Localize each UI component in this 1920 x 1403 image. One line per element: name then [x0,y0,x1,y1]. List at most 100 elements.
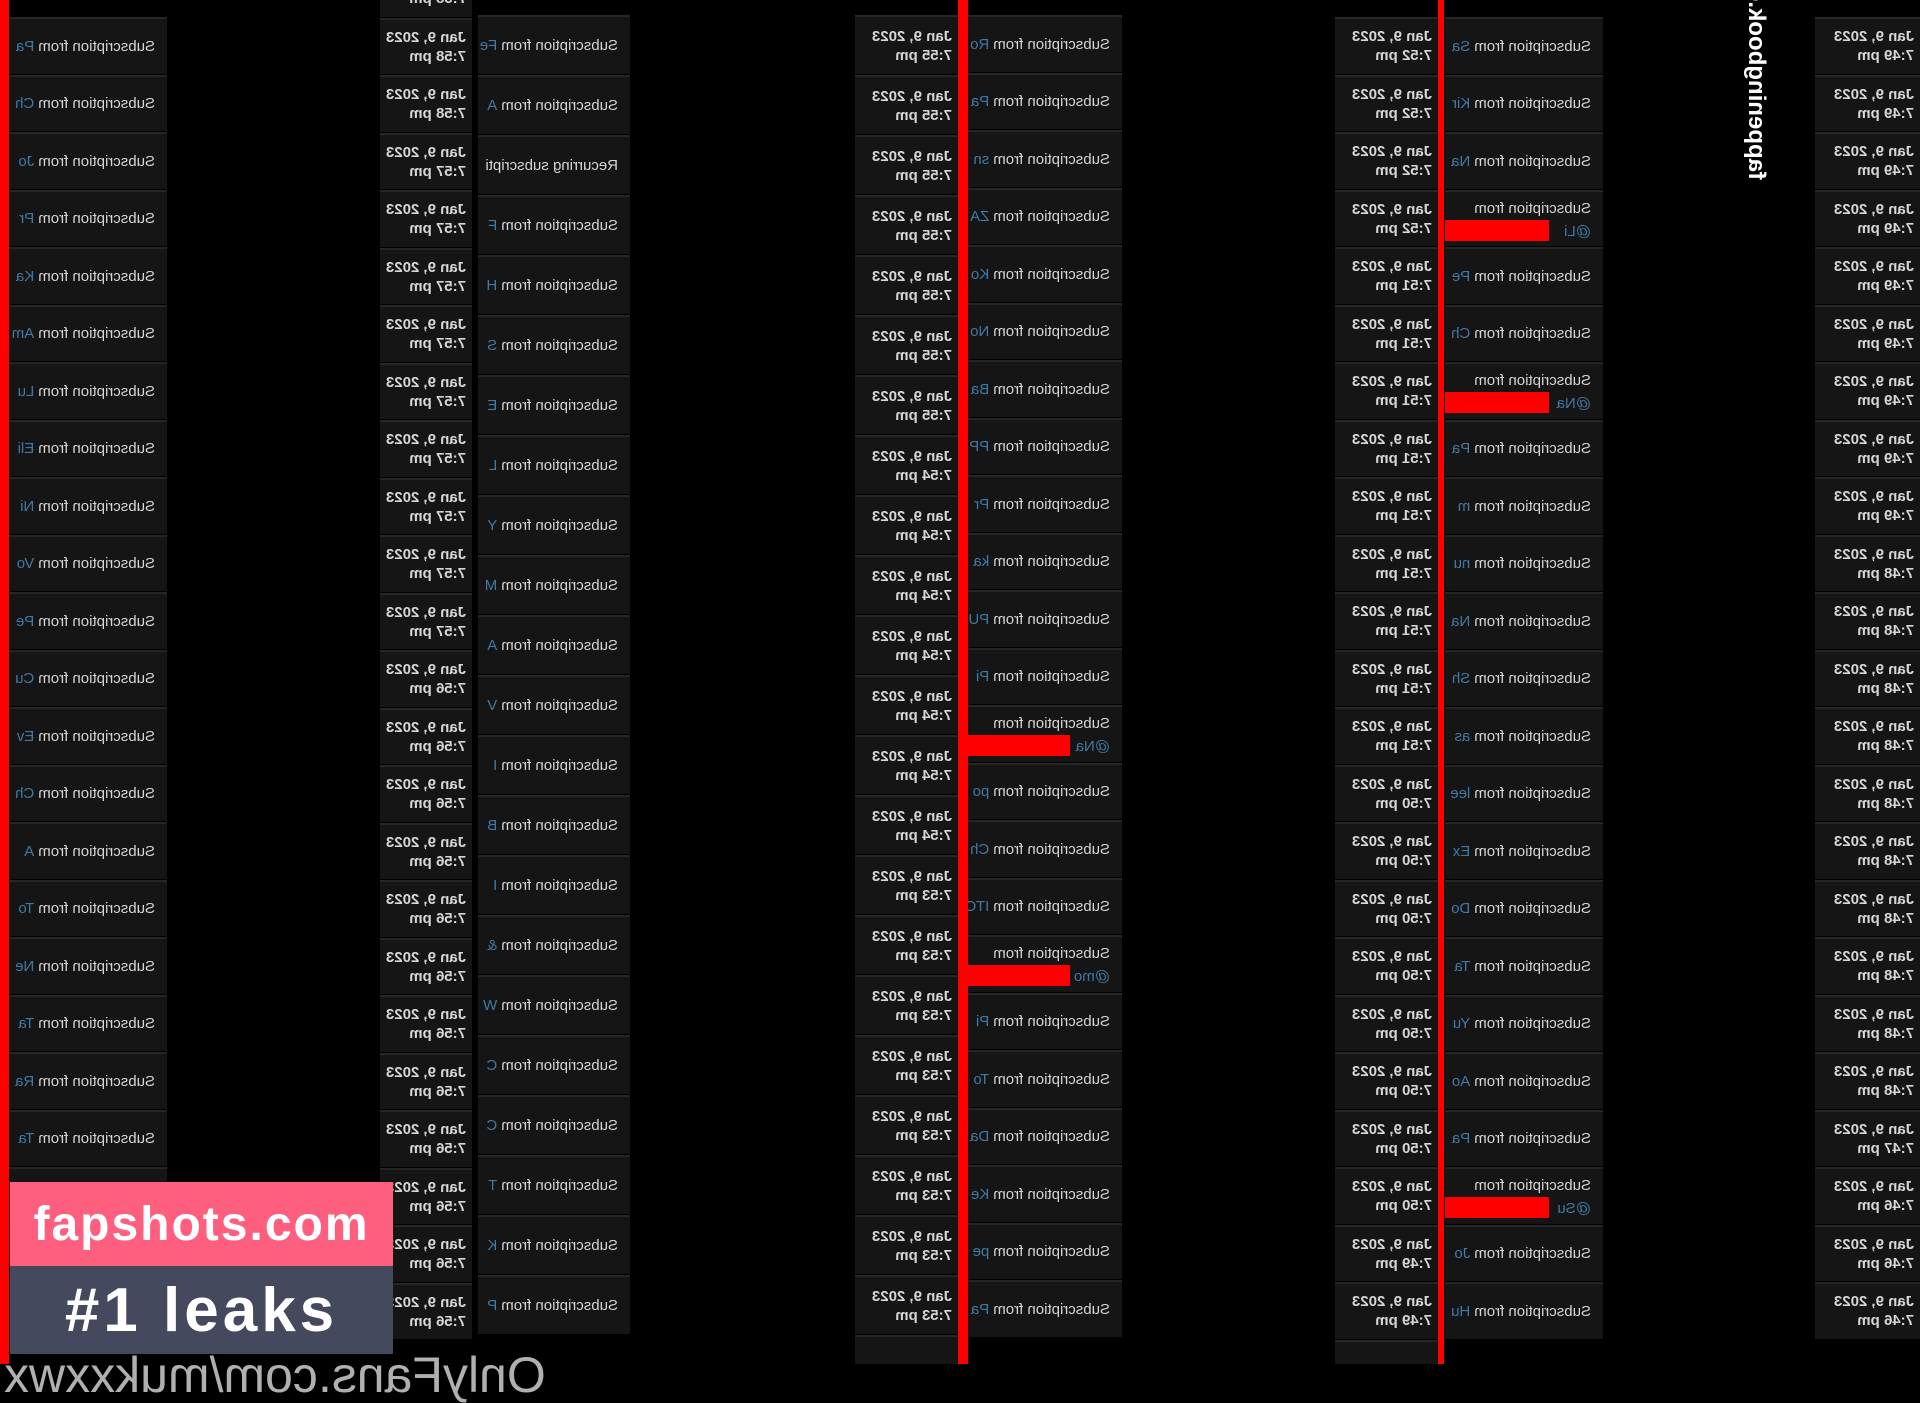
subscriber-name-link[interactable]: Na [1451,152,1471,170]
transaction-description-cell[interactable]: Subscription from Ro [968,15,1122,72]
transaction-description-cell[interactable]: Subscription from Da [968,1107,1122,1164]
subscriber-name-link[interactable]: B [487,817,498,834]
subscriber-name-link[interactable]: Y [487,517,498,534]
subscriber-name-link[interactable]: Pa [1451,1130,1471,1148]
transaction-date-cell[interactable]: Jan 9, 2023 7:50 pm [1335,879,1438,936]
transaction-date-cell[interactable]: Jan 9, 2023 7:53 pm [855,915,958,974]
subscriber-name-link[interactable]: Pe [15,612,35,630]
subscriber-name-link[interactable]: @mo [1073,968,1110,985]
transaction-description-cell[interactable]: Subscription fromITO [968,877,1122,934]
subscriber-name-link[interactable]: Pa [15,37,35,55]
subscriber-name-link[interactable]: C [486,1057,498,1074]
subscriber-name-link[interactable]: Ke [970,1185,990,1203]
subscriber-name-link[interactable]: @Su [1557,1200,1591,1217]
transaction-description-cell[interactable]: Subscription from L [478,435,630,494]
transaction-date-cell[interactable]: Jan 9, 2023 7:48 pm [1815,649,1920,706]
transaction-date-cell[interactable]: Jan 9, 2023 7:56 pm [380,822,472,879]
subscriber-name-link[interactable]: A [24,842,35,860]
transaction-date-cell[interactable]: Jan 9, 2023 7:53 pm [855,975,958,1034]
subscriber-name-link[interactable]: @Li [1564,222,1591,240]
transaction-date-cell[interactable]: Jan 9, 2023 7:50 pm [1335,937,1438,994]
transaction-date-cell[interactable]: Jan 9, 2023 7:50 pm [1335,822,1438,879]
transaction-description-cell[interactable]: Subscription from Pe [1445,247,1603,304]
transaction-description-cell[interactable]: Subscription from Do [1445,879,1603,936]
subscriber-name-link[interactable]: Kir [1451,95,1471,113]
transaction-date-cell[interactable]: Jan 9, 2023 7:51 pm [1335,534,1438,591]
transaction-description-cell[interactable]: Subscription from Yu [1445,994,1603,1051]
transaction-description-cell[interactable]: Subscription from Pa [1445,419,1603,476]
subscriber-name-link[interactable]: Da [970,1128,990,1146]
transaction-description-cell[interactable]: Subscription from Pe [9,592,167,649]
subscriber-name-link[interactable]: Ev [16,727,35,745]
subscriber-name-link[interactable]: @Na [1075,738,1110,755]
transaction-description-cell[interactable]: Subscription from ka [968,532,1122,589]
subscriber-name-link[interactable]: Cu [15,670,35,688]
transaction-date-cell[interactable]: Jan 9, 2023 7:56 pm [380,880,472,937]
transaction-date-cell[interactable]: Jan 9, 2023 7:53 pm [855,855,958,914]
transaction-date-cell[interactable]: Jan 9, 2023 7:55 pm [855,15,958,74]
transaction-date-cell[interactable]: Jan 9, 2023 7:55 pm [855,75,958,134]
transaction-description-cell[interactable]: Subscription from Kir [1445,74,1603,131]
subscriber-name-link[interactable]: Ni [20,497,35,515]
transaction-description-cell[interactable]: Subscription from PU [968,590,1122,647]
subscriber-name-link[interactable]: Fe [479,37,498,54]
subscriber-name-link[interactable]: nu [1453,555,1471,573]
transaction-date-cell[interactable]: Jan 9, 2023 7:46 pm [1815,1224,1920,1281]
transaction-description-cell[interactable]: Subscription from Sh [1445,649,1603,706]
subscriber-name-link[interactable]: V [487,697,498,714]
transaction-description-cell[interactable]: Subscription from Pi [968,647,1122,704]
subscriber-name-link[interactable]: K [487,1237,498,1254]
subscriber-name-link[interactable]: PP [969,438,990,456]
transaction-description-cell[interactable]: Subscription from H [478,255,630,314]
subscriber-name-link[interactable]: S [487,337,498,354]
subscriber-name-link[interactable]: Hu [1451,1302,1471,1320]
subscriber-name-link[interactable]: Ko [970,265,990,283]
transaction-description-cell[interactable]: Subscription from Pa [1445,1109,1603,1166]
subscriber-name-link[interactable]: A [487,637,498,654]
transaction-description-cell[interactable]: Subscription from Eli [9,419,167,476]
subscriber-name-link[interactable]: po [972,783,990,801]
subscriber-name-link[interactable]: I [493,757,498,774]
transaction-date-cell[interactable]: Jan 9, 2023 7:56 pm [380,1052,472,1109]
transaction-date-cell[interactable]: Jan 9, 2023 7:49 pm [1815,17,1920,74]
subscriber-name-link[interactable]: E [487,397,498,414]
transaction-date-cell[interactable]: Jan 9, 2023 7:53 pm [855,1155,958,1214]
subscriber-name-link[interactable]: Pr [974,495,990,513]
transaction-description-cell[interactable]: Subscription from Hu [1445,1282,1603,1339]
transaction-date-cell[interactable]: Jan 9, 2023 7:57 pm [380,535,472,592]
transaction-date-cell[interactable]: Jan 9, 2023 7:49 pm [1815,477,1920,534]
transaction-description-cell[interactable]: Subscription from Fe [478,15,630,74]
transaction-date-cell[interactable]: Jan 9, 2023 7:48 pm [1815,879,1920,936]
subscriber-name-link[interactable]: ZA [970,208,990,226]
subscriber-name-link[interactable]: Pi [975,668,990,686]
subscriber-name-link[interactable]: @Na [1556,395,1591,412]
transaction-date-cell[interactable]: Jan 9, 2023 7:48 pm [1815,937,1920,994]
transaction-description-cell[interactable]: Subscription from Jo [9,132,167,189]
subscriber-name-link[interactable]: Ka [15,267,35,285]
transaction-date-cell[interactable]: Jan 9, 2023 7:57 pm [380,305,472,362]
subscriber-name-link[interactable]: No [970,323,990,341]
transaction-description-cell[interactable]: Subscription from T [478,1155,630,1214]
transaction-description-cell[interactable]: Subscription from W [478,975,630,1034]
subscriber-name-link[interactable]: Ex [1452,842,1471,860]
transaction-description-cell[interactable]: Subscription from Pr [968,475,1122,532]
transaction-date-cell[interactable]: Jan 9, 2023 7:48 pm [1815,994,1920,1051]
transaction-date-cell[interactable]: Jan 9, 2023 7:49 pm [1815,132,1920,189]
transaction-date-cell[interactable]: Jan 9, 2023 7:53 pm [855,1035,958,1094]
subscriber-name-link[interactable]: Ch [970,840,990,858]
transaction-description-cell[interactable]: Subscription from Lu [9,362,167,419]
transaction-description-cell[interactable]: Subscription from Pa [9,17,167,74]
transaction-date-cell[interactable]: Jan 9, 2023 7:55 pm [855,195,958,254]
transaction-date-cell[interactable]: Jan 9, 2023 7:48 pm [1815,764,1920,821]
transaction-date-cell[interactable] [1335,1339,1438,1364]
transaction-date-cell[interactable]: Jan 9, 2023 7:57 pm [380,420,472,477]
subscriber-name-link[interactable]: Lu [17,382,35,400]
transaction-description-cell[interactable]: Subscription from C [478,1095,630,1154]
transaction-date-cell[interactable]: Jan 9, 2023 7:53 pm [855,1095,958,1154]
transaction-description-cell[interactable]: Subscription from as [1445,707,1603,764]
transaction-description-cell[interactable]: Subscription from M [478,555,630,614]
transaction-date-cell[interactable]: Jan 9, 2023 7:54 pm [855,615,958,674]
subscriber-name-link[interactable]: Do [1451,900,1471,918]
